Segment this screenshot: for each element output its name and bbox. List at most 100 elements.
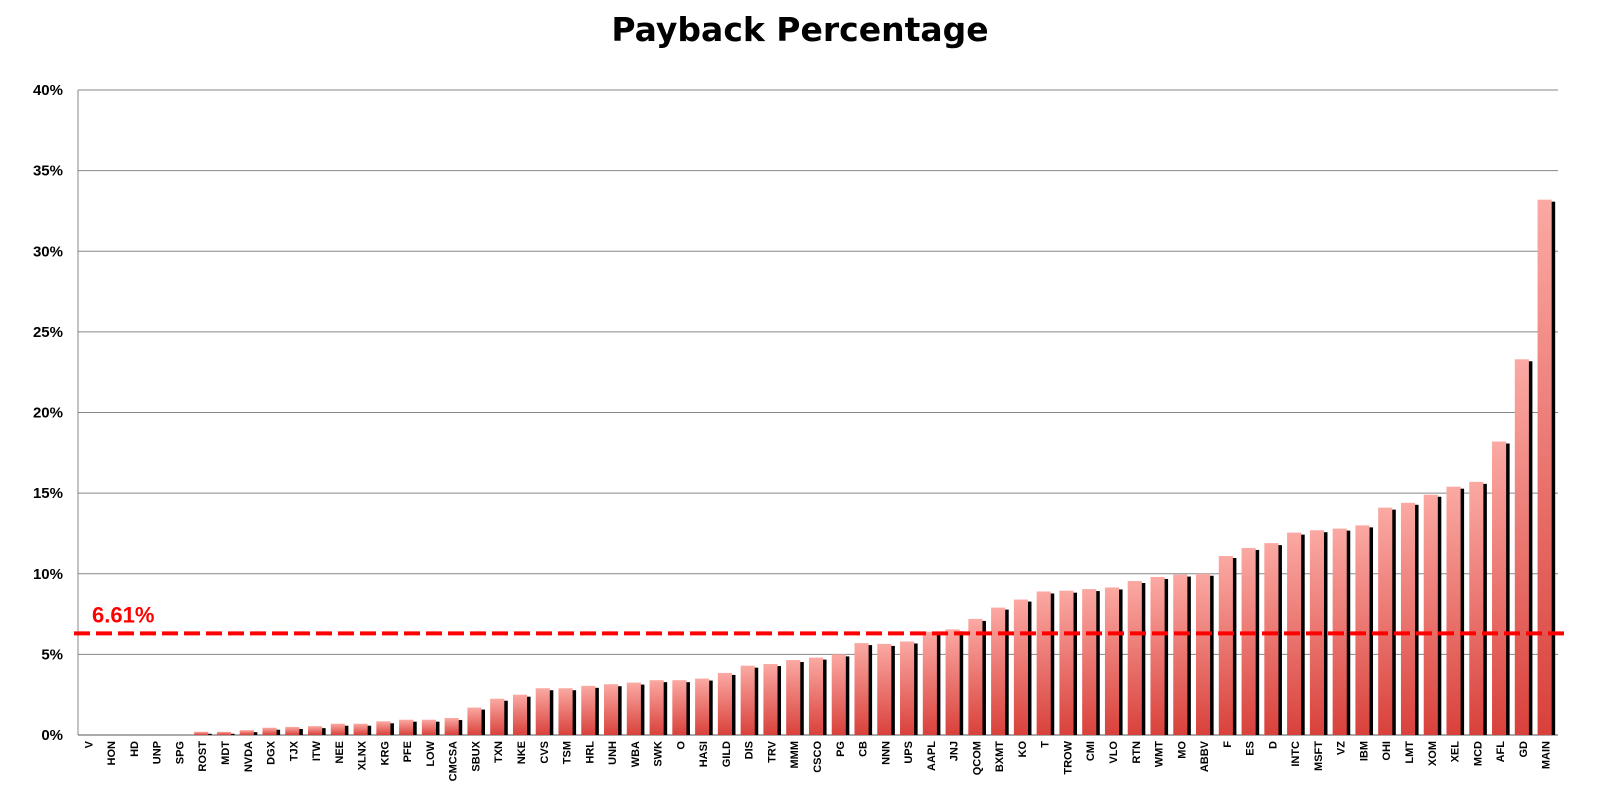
y-axis: 0% 5% 10% 15% 20% 25% 30% 35% 40%	[33, 82, 63, 744]
bar	[1514, 359, 1529, 735]
bar	[1127, 581, 1142, 735]
x-tick-label: ROST	[197, 741, 209, 772]
bar	[1150, 576, 1165, 735]
y-tick-label: 15%	[33, 485, 63, 502]
bar	[512, 694, 528, 735]
x-tick-label: NEE	[334, 741, 346, 764]
bar	[1378, 507, 1393, 735]
bar	[216, 731, 232, 735]
bar	[285, 726, 300, 735]
bar	[740, 665, 755, 735]
x-tick-label: PG	[835, 741, 847, 757]
bar	[1196, 573, 1211, 735]
bar	[1036, 591, 1051, 735]
x-tick-label: XLNX	[357, 740, 369, 770]
x-tick-label: AFL	[1495, 741, 1507, 763]
x-tick-label: GILD	[721, 741, 733, 767]
x-tick-label: NKE	[516, 741, 528, 764]
bar	[900, 641, 915, 735]
x-tick-label: O	[675, 741, 687, 750]
bar	[1537, 199, 1552, 735]
x-tick-label: LMT	[1404, 741, 1416, 764]
bar	[1173, 574, 1188, 735]
bar	[490, 698, 505, 735]
bar	[604, 684, 619, 735]
x-tick-label: T	[1040, 741, 1052, 748]
x-tick-label: SBUX	[470, 740, 482, 771]
bar	[1423, 494, 1438, 735]
x-tick-label: BXMT	[994, 741, 1006, 772]
bar	[808, 657, 824, 735]
bar	[558, 688, 573, 735]
x-tick-label: CMI	[1085, 741, 1097, 761]
x-tick-label: F	[1222, 741, 1234, 748]
reference-line-label: 6.61%	[92, 602, 154, 627]
bar	[1013, 599, 1028, 735]
bar	[991, 607, 1006, 735]
x-tick-label: RTN	[1131, 741, 1143, 764]
x-tick-label: UPS	[903, 741, 915, 764]
bar	[763, 664, 778, 735]
bar	[194, 731, 209, 735]
bar	[945, 629, 960, 735]
x-tick-label: ITW	[311, 740, 323, 761]
bar	[399, 719, 414, 735]
x-tick-label: PFE	[402, 741, 414, 762]
bar	[1446, 486, 1461, 735]
x-tick-label: OHI	[1381, 741, 1393, 761]
bar	[649, 680, 664, 735]
x-tick-label: AAPL	[926, 741, 938, 771]
bar	[262, 727, 277, 735]
bar	[786, 660, 801, 735]
bar	[421, 719, 436, 735]
x-tick-label: CB	[858, 741, 870, 757]
x-tick-label: TRV	[766, 740, 778, 762]
bar	[467, 707, 482, 735]
bar	[353, 723, 368, 735]
x-tick-label: TJX	[288, 740, 300, 761]
y-tick-label: 25%	[33, 324, 63, 341]
x-tick-label: XEL	[1450, 741, 1462, 763]
bar	[831, 654, 846, 735]
x-tick-label: WMT	[1154, 741, 1166, 768]
x-tick-label: MAIN	[1541, 741, 1553, 769]
x-tick-label: VLO	[1108, 741, 1120, 764]
bar	[376, 721, 391, 735]
x-tick-label: KRG	[379, 741, 391, 765]
x-tick-label: NVDA	[243, 741, 255, 772]
x-tick-label: CSCO	[812, 741, 824, 773]
bar	[695, 678, 710, 735]
x-tick-label: INTC	[1290, 741, 1302, 767]
y-tick-label: 20%	[33, 405, 63, 422]
x-axis: V HON HD UNP SPG ROST MDT NVDA DGX TJX ITW NEE XLNX K…	[83, 740, 1552, 781]
x-tick-label: WBA	[630, 741, 642, 767]
x-tick-label: TROW	[1062, 740, 1074, 774]
x-tick-label: MSFT	[1313, 741, 1325, 771]
x-tick-label: HD	[129, 741, 141, 757]
bar	[581, 685, 596, 735]
y-tick-label: 35%	[33, 163, 63, 180]
x-tick-label: VZ	[1336, 741, 1348, 755]
x-tick-label: TXN	[493, 741, 505, 763]
x-tick-label: HASI	[698, 741, 710, 767]
bar	[1059, 590, 1074, 735]
bar	[854, 643, 869, 735]
x-tick-label: UNP	[152, 741, 164, 764]
x-tick-label: HON	[106, 741, 118, 766]
x-tick-label: ES	[1245, 741, 1257, 756]
reference-line-group: 6.61%	[74, 602, 1568, 636]
bar	[672, 680, 687, 735]
bar	[1104, 587, 1120, 735]
x-tick-label: SWK	[653, 741, 665, 767]
x-tick-label: MMM	[789, 741, 801, 769]
x-tick-label: CMCSA	[448, 741, 460, 781]
y-tick-label: 40%	[33, 82, 63, 99]
x-tick-label: QCOM	[971, 741, 983, 775]
x-tick-label: D	[1267, 741, 1279, 749]
bars	[194, 199, 1556, 735]
bar	[1400, 502, 1416, 735]
x-tick-label: NNN	[880, 741, 892, 765]
x-tick-label: SPG	[174, 741, 186, 764]
